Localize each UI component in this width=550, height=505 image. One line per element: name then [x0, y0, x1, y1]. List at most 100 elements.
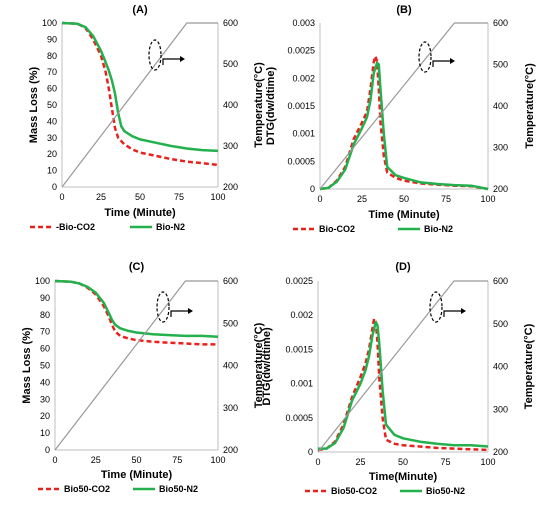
y2-tick-label: 500: [223, 318, 238, 328]
y-tick-label: 0.003: [292, 18, 315, 28]
y-tick-label: 0.0015: [287, 101, 315, 111]
y-tick-label: 0: [310, 184, 315, 194]
x-tick-label: 75: [440, 457, 450, 467]
y-tick-label: 100: [35, 276, 50, 286]
legend-label: Bio-N2: [424, 224, 453, 234]
y-tick-label: 0.0025: [287, 46, 315, 56]
y-tick-label: 30: [40, 394, 50, 404]
panel-title: (C): [129, 261, 145, 273]
panel-d: (D) 0 25 50 75 100 0 0.0005 0.001 0.0015 0.002 0.00…: [261, 261, 535, 496]
temperature-arrow-head: [450, 58, 455, 64]
x-tick-label: 0: [315, 457, 320, 467]
y-tick-label: 20: [47, 149, 57, 159]
y-tick-label: 0.002: [290, 310, 313, 320]
y-tick-label: 0.0025: [285, 276, 313, 286]
x-tick-label: 50: [135, 192, 145, 202]
y-tick-label: 40: [40, 377, 50, 387]
y2-tick-label: 400: [223, 100, 238, 110]
y2-tick-label: 200: [223, 182, 238, 192]
y2-tick-label: 300: [493, 404, 508, 414]
x-tick-label: 50: [399, 194, 409, 204]
x-axis-title: Time (Minute): [368, 209, 440, 221]
y2-tick-label: 300: [493, 143, 508, 153]
y-tick-label: 50: [40, 361, 50, 371]
panel-a: (A)0 25 50 75 100010203040506070809010020030…: [28, 4, 265, 232]
series-line-bio50-n2: [54, 279, 219, 339]
temperature-line: [54, 280, 218, 451]
y-tick-label: 40: [47, 116, 57, 126]
legend-label: Bio-N2: [156, 222, 185, 232]
y2-tick-label: 400: [493, 101, 508, 111]
series-line-bio-co2: [61, 21, 219, 167]
series-line-bio-n2: [319, 61, 489, 191]
y-tick-label: 0.001: [292, 129, 315, 139]
y-tick-label: 60: [47, 84, 57, 94]
y2-tick-label: 500: [493, 319, 508, 329]
series-line-bio-n2: [61, 21, 219, 153]
x-tick-label: 25: [91, 455, 101, 465]
y2-axis-title: Temperature(°C): [253, 62, 265, 148]
legend-label: Bio50-CO2: [64, 484, 110, 494]
temperature-line: [61, 22, 218, 188]
y-tick-label: 0.002: [292, 73, 315, 83]
y-tick-label: 0.0015: [285, 344, 313, 354]
legend-label: Bio50-N2: [159, 484, 198, 494]
panel-b: (B) 0 25 50 75 100 0 0.0005 0.001 0.0015 0.002 0.00…: [265, 4, 536, 234]
y2-tick-label: 300: [223, 141, 238, 151]
series-line-bio50-n2: [318, 320, 489, 450]
x-tick-label: 75: [172, 455, 182, 465]
y2-tick-label: 200: [493, 447, 508, 457]
x-tick-label: 25: [357, 194, 367, 204]
x-tick-label: 50: [131, 455, 141, 465]
y-tick-label: 0: [308, 447, 313, 457]
x-tick-label: 100: [210, 455, 225, 465]
y-tick-label: 20: [40, 411, 50, 421]
y-tick-label: 60: [40, 344, 50, 354]
legend-label: Bio50-N2: [426, 486, 465, 496]
y2-tick-label: 400: [223, 361, 238, 371]
panel-title: (B): [396, 4, 412, 16]
series-line-bio50-co2: [54, 279, 218, 346]
y2-tick-label: 500: [223, 59, 238, 69]
y2-axis-title: Temperature(°C): [524, 63, 536, 149]
panel-title: (A): [132, 4, 148, 16]
y2-tick-label: 600: [223, 276, 238, 286]
x-tick-label: 25: [355, 457, 365, 467]
y-tick-label: 80: [47, 51, 57, 61]
y-tick-label: 80: [40, 310, 50, 320]
legend-label: Bio50-CO2: [331, 486, 377, 496]
y-tick-label: 10: [47, 166, 57, 176]
panel-title: (D): [395, 261, 411, 273]
y-tick-label: 100: [42, 18, 57, 28]
y-tick-label: 10: [40, 428, 50, 438]
y2-axis-title: Temperature(°C): [523, 323, 535, 409]
x-tick-label: 50: [398, 457, 408, 467]
y2-tick-label: 200: [493, 184, 508, 194]
temperature-ellipse-marker: [156, 291, 170, 323]
x-tick-label: 100: [480, 194, 495, 204]
temperature-line: [317, 280, 488, 453]
y2-tick-label: 300: [223, 403, 238, 413]
y-tick-label: 0: [52, 182, 57, 192]
x-tick-label: 0: [59, 192, 64, 202]
y-axis-title: Mass Loss (%): [28, 66, 40, 143]
y-tick-label: 90: [47, 34, 57, 44]
temperature-arrow-line: [443, 310, 461, 317]
temperature-arrow-head: [461, 308, 466, 314]
y-axis-title: DTG(dw/dtime): [261, 327, 273, 406]
x-axis-title: Time(Minute): [369, 471, 438, 483]
temperature-arrow-head: [180, 56, 185, 62]
legend-label: Bio-CO2: [319, 224, 355, 234]
legend-label: -Bio-CO2: [56, 222, 95, 232]
x-tick-label: 75: [174, 192, 184, 202]
y2-tick-label: 200: [223, 445, 238, 455]
x-axis-title: Time (Minute): [104, 207, 176, 219]
temperature-arrow-line: [170, 310, 188, 317]
y-tick-label: 0: [45, 445, 50, 455]
x-tick-label: 0: [52, 455, 57, 465]
x-tick-label: 100: [480, 457, 495, 467]
x-tick-label: 75: [441, 194, 451, 204]
temperature-ellipse-marker: [429, 291, 443, 323]
y2-tick-label: 600: [223, 18, 238, 28]
temperature-ellipse-marker: [148, 39, 162, 71]
